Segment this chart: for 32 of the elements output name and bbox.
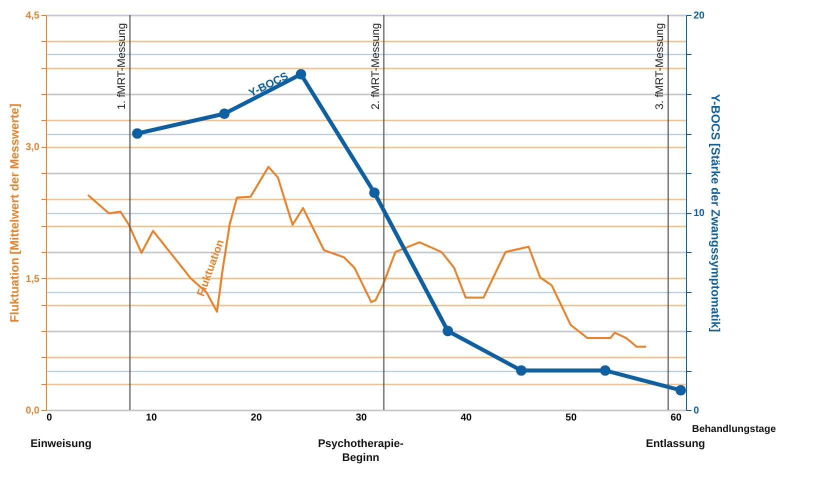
- text: Psychotherapie- Beginn: [318, 438, 404, 464]
- x-tick-label: 20: [250, 412, 262, 424]
- line-series: [86, 166, 648, 348]
- point: [132, 128, 143, 139]
- y-axis-title: Fluktuation [Mittelwert der Messwerte]: [8, 104, 22, 322]
- ref-line-label: 3. fMRT-Messung: [654, 23, 666, 110]
- point: [296, 69, 306, 80]
- y2-tick-label: 0: [694, 406, 700, 416]
- point: [442, 326, 454, 336]
- y-tick-label: 3,0: [26, 142, 40, 154]
- text: Entlassung: [646, 438, 706, 450]
- y2-tick-label: 10: [694, 208, 706, 219]
- text: Einweisung: [30, 438, 92, 450]
- y2-tick-label: 20: [694, 10, 706, 22]
- x-tick-label: 30: [356, 412, 368, 424]
- x-tick-label: 10: [146, 412, 158, 424]
- x-tick-label: 60: [670, 412, 682, 424]
- y2-axis-title: Y-BOCS [Stärke der Zwangssymptomatik]: [708, 94, 723, 332]
- y-tick-label: 4,5: [26, 10, 40, 22]
- x-axis-title: Behandlungstage: [692, 424, 776, 435]
- y-tick-label: 1,5: [26, 274, 40, 285]
- x-tick-label: 40: [460, 412, 472, 424]
- point: [600, 365, 610, 376]
- point: [676, 385, 686, 396]
- point: [369, 188, 380, 198]
- y-tick-label: 0,0: [26, 406, 40, 416]
- ref-line-label: 2. fMRT-Messung: [370, 23, 382, 110]
- x-tick-label: 50: [566, 412, 578, 424]
- ref-line-label: 1. fMRT-Messung: [116, 23, 128, 110]
- point: [219, 108, 230, 119]
- x-tick-label: 0: [46, 412, 52, 424]
- point: [516, 365, 527, 376]
